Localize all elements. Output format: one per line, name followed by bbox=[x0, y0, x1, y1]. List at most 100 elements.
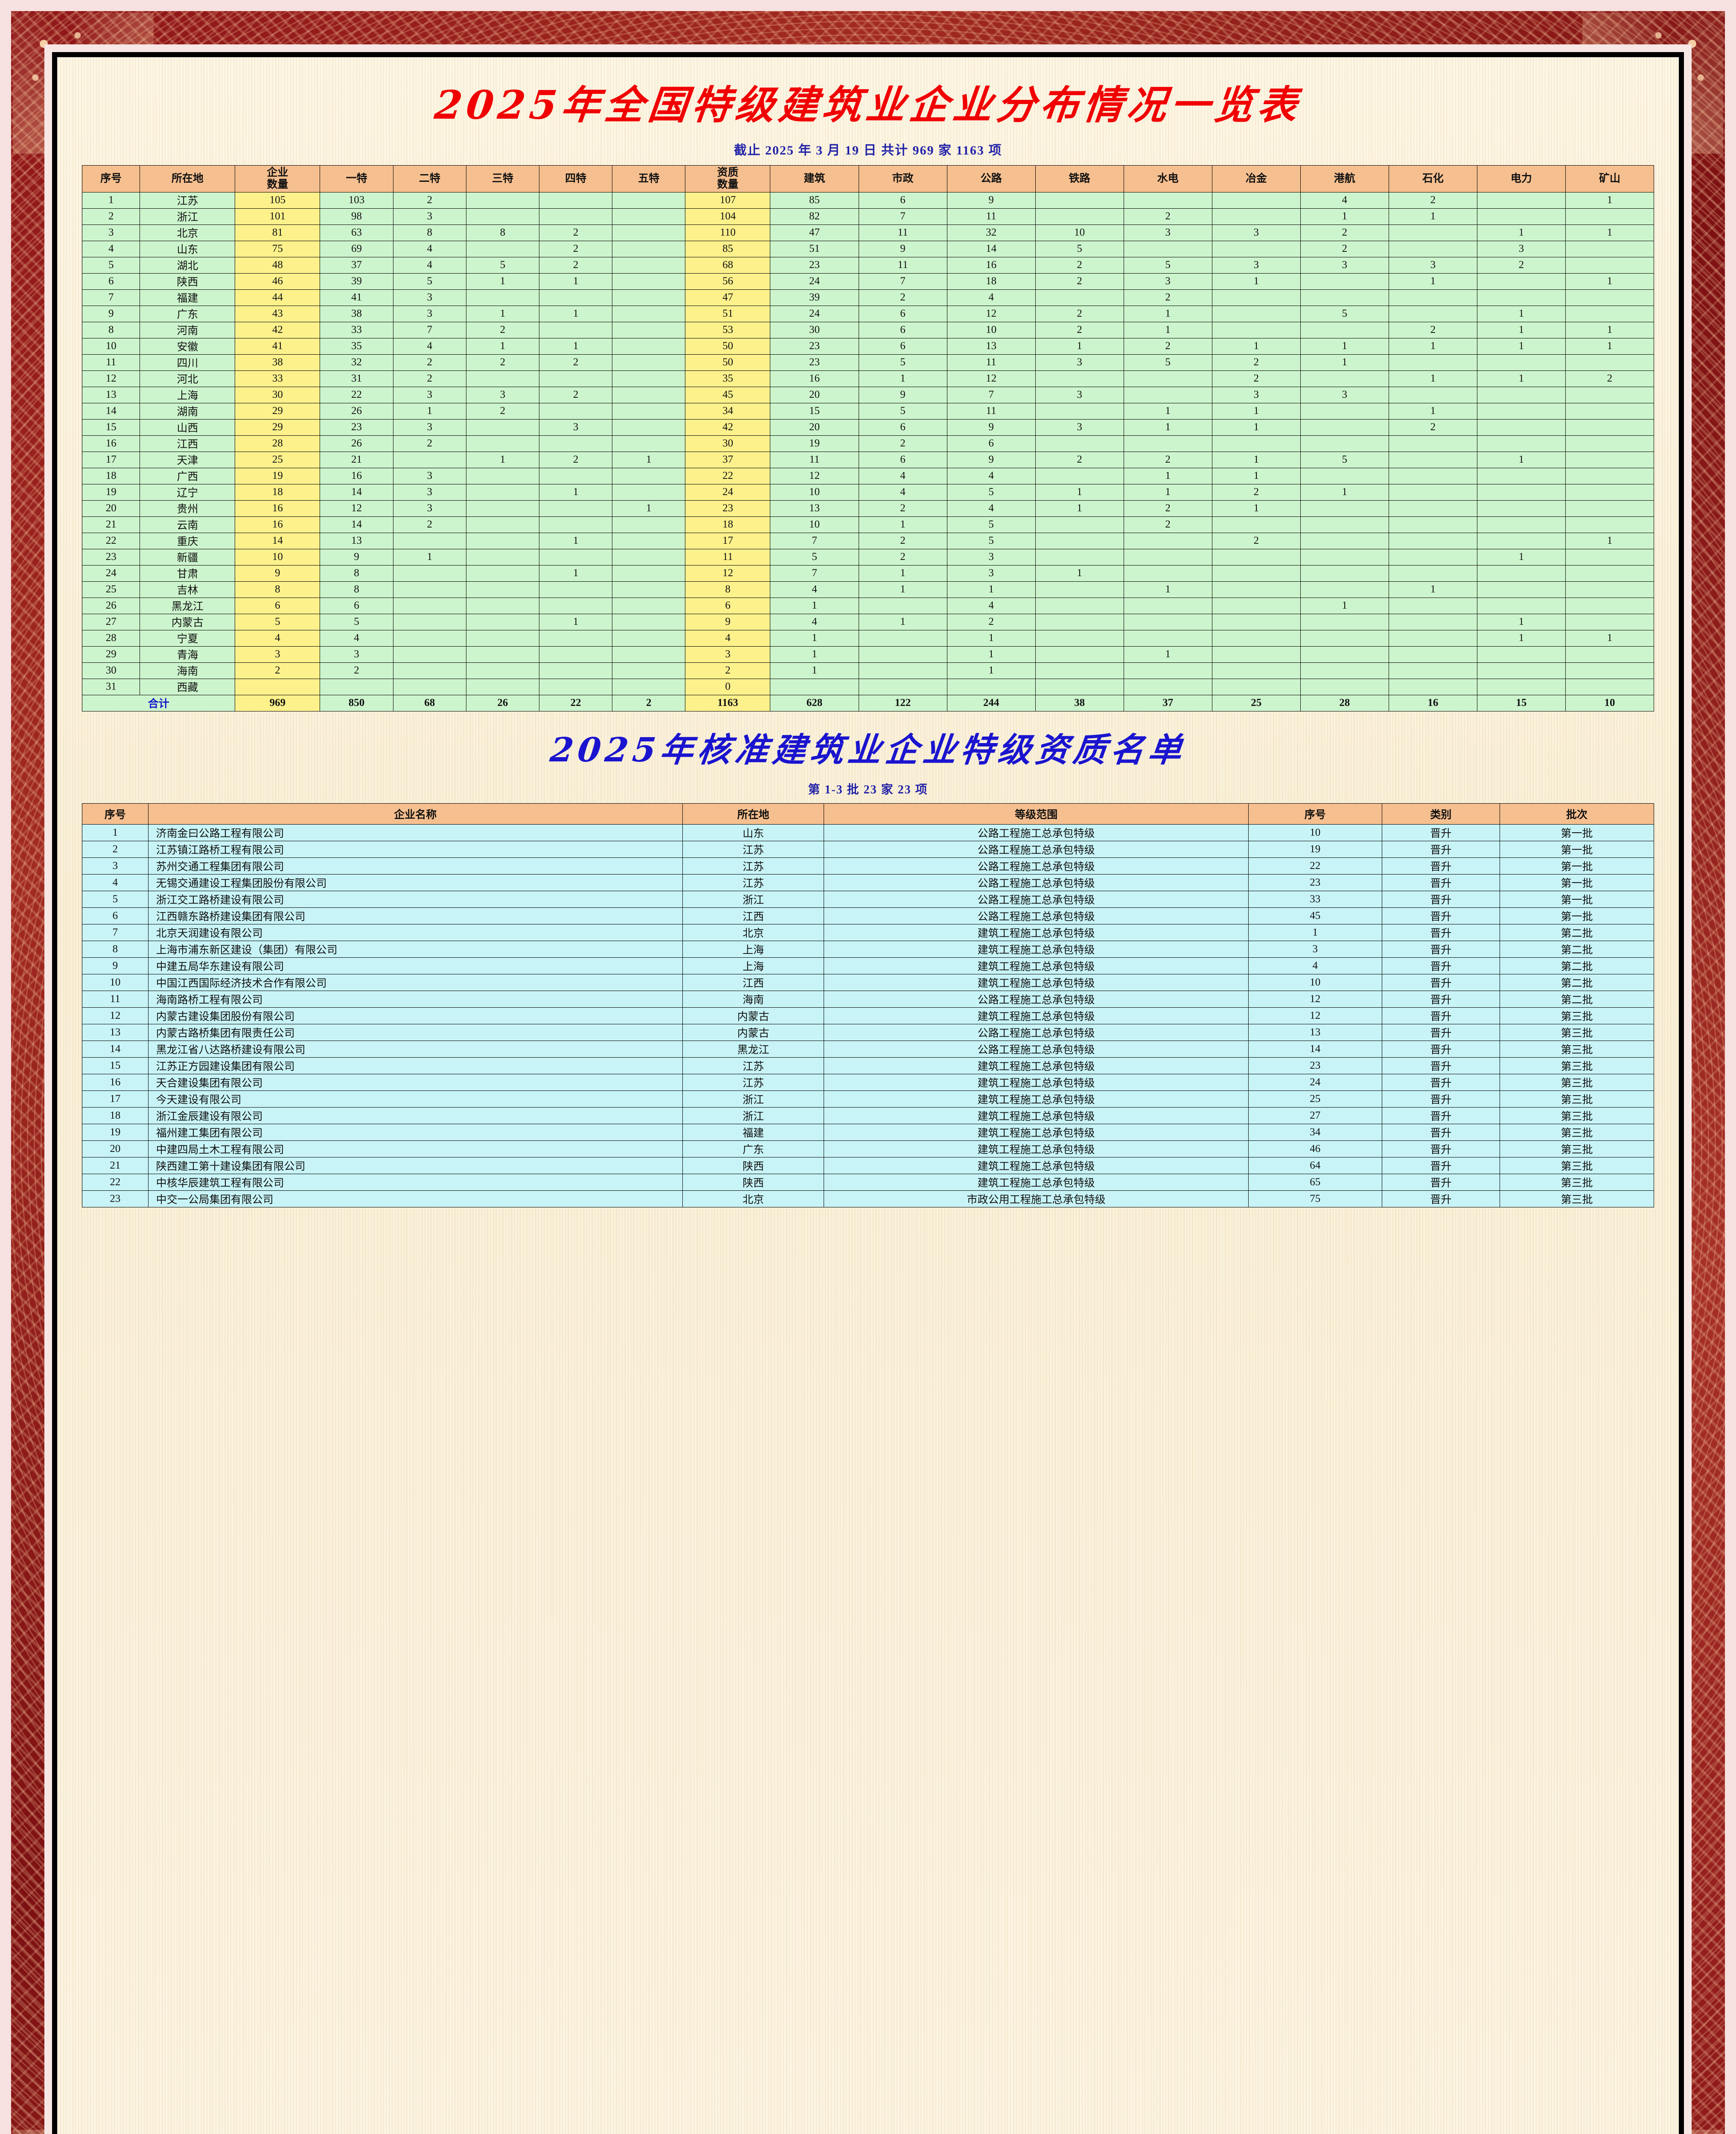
distribution-cell bbox=[1123, 613, 1212, 630]
distribution-col-header: 石化 bbox=[1388, 165, 1477, 192]
distribution-cell bbox=[612, 208, 686, 225]
distribution-cell: 16 bbox=[82, 435, 140, 452]
table-row: 13 内蒙古路桥集团有限责任公司 内蒙古 公路工程施工总承包特级 13 晋升 第三批 bbox=[82, 1024, 1654, 1041]
distribution-cell: 1 bbox=[539, 613, 613, 630]
distribution-cell bbox=[612, 581, 686, 598]
distribution-total-cell: 628 bbox=[770, 694, 859, 711]
distribution-cell: 25 bbox=[82, 581, 140, 598]
approved-cell: 14 bbox=[1248, 1041, 1382, 1058]
distribution-cell: 37 bbox=[685, 451, 771, 468]
approved-cell: 浙江 bbox=[682, 1107, 824, 1125]
table-row: 15 山西 29 23 3 3 42 20 6 9 3 1 1 2 bbox=[82, 419, 1654, 436]
distribution-cell: 6 bbox=[858, 338, 947, 355]
distribution-cell: 1 bbox=[1212, 419, 1301, 436]
distribution-cell bbox=[1565, 646, 1654, 663]
distribution-cell: 1 bbox=[393, 402, 466, 420]
table-row: 20 中建四局土木工程有限公司 广东 建筑工程施工总承包特级 46 晋升 第三批 bbox=[82, 1140, 1654, 1158]
distribution-cell: 41 bbox=[320, 289, 393, 306]
distribution-cell: 2 bbox=[1035, 257, 1124, 274]
distribution-cell bbox=[1300, 678, 1389, 695]
distribution-cell: 2 bbox=[539, 354, 613, 371]
distribution-cell: 11 bbox=[947, 354, 1036, 371]
distribution-cell: 9 bbox=[947, 192, 1036, 209]
approved-cell: 第一批 bbox=[1500, 891, 1654, 908]
distribution-cell bbox=[1035, 613, 1124, 630]
distribution-cell bbox=[1035, 435, 1124, 452]
distribution-cell bbox=[393, 581, 466, 598]
distribution-cell: 6 bbox=[858, 419, 947, 436]
distribution-cell: 2 bbox=[947, 613, 1036, 630]
distribution-cell: 1 bbox=[1477, 305, 1566, 322]
distribution-cell: 山西 bbox=[140, 419, 236, 436]
distribution-cell bbox=[1565, 435, 1654, 452]
distribution-cell bbox=[1035, 548, 1124, 566]
approved-cell: 晋升 bbox=[1381, 1024, 1500, 1041]
distribution-cell bbox=[612, 289, 686, 306]
distribution-cell bbox=[612, 678, 686, 695]
distribution-cell: 5 bbox=[947, 532, 1036, 549]
company-name-cell: 天合建设集团有限公司 bbox=[148, 1074, 683, 1091]
distribution-col-header: 一特 bbox=[320, 165, 393, 192]
approved-cell: 12 bbox=[1248, 1007, 1382, 1025]
distribution-cell: 2 bbox=[1123, 289, 1212, 306]
approved-cell: 公路工程施工总承包特级 bbox=[824, 1024, 1249, 1041]
distribution-cell bbox=[1212, 289, 1301, 306]
distribution-cell: 10 bbox=[947, 321, 1036, 338]
distribution-cell bbox=[1477, 597, 1566, 614]
distribution-cell: 8 bbox=[320, 565, 393, 582]
distribution-cell: 19 bbox=[770, 435, 859, 452]
distribution-cell: 33 bbox=[235, 370, 320, 387]
distribution-cell bbox=[1123, 548, 1212, 566]
distribution-cell bbox=[1565, 565, 1654, 582]
distribution-cell: 5 bbox=[320, 613, 393, 630]
distribution-cell bbox=[1477, 678, 1566, 695]
distribution-cell: 10 bbox=[1035, 224, 1124, 241]
distribution-cell bbox=[1388, 224, 1477, 241]
distribution-cell bbox=[612, 321, 686, 338]
distribution-cell: 黑龙江 bbox=[140, 597, 236, 614]
distribution-cell: 1 bbox=[612, 500, 686, 517]
approved-cell: 第一批 bbox=[1500, 907, 1654, 925]
approved-cell: 晋升 bbox=[1381, 824, 1500, 842]
approved-cell: 浙江 bbox=[682, 1090, 824, 1108]
distribution-cell: 贵州 bbox=[140, 500, 236, 517]
distribution-cell: 38 bbox=[320, 305, 393, 322]
distribution-cell: 25 bbox=[235, 451, 320, 468]
approved-cell: 晋升 bbox=[1381, 957, 1500, 975]
approved-cell: 20 bbox=[82, 1140, 149, 1158]
distribution-cell: 4 bbox=[770, 613, 859, 630]
distribution-cell bbox=[539, 581, 613, 598]
distribution-cell bbox=[1212, 548, 1301, 566]
distribution-cell: 51 bbox=[685, 305, 771, 322]
distribution-cell bbox=[539, 548, 613, 566]
distribution-cell: 海南 bbox=[140, 662, 236, 679]
distribution-cell: 1 bbox=[1212, 273, 1301, 290]
distribution-cell: 3 bbox=[1035, 386, 1124, 403]
distribution-col-header: 四特 bbox=[539, 165, 613, 192]
distribution-cell bbox=[466, 548, 540, 566]
distribution-cell bbox=[1388, 289, 1477, 306]
distribution-cell: 10 bbox=[770, 484, 859, 501]
approved-cell: 3 bbox=[1248, 941, 1382, 958]
distribution-cell bbox=[858, 630, 947, 647]
distribution-cell bbox=[1035, 192, 1124, 209]
approved-cell: 第二批 bbox=[1500, 941, 1654, 958]
distribution-cell: 北京 bbox=[140, 224, 236, 241]
distribution-cell: 24 bbox=[685, 484, 771, 501]
company-name-cell: 今天建设有限公司 bbox=[148, 1090, 683, 1108]
distribution-cell: 1 bbox=[1300, 354, 1389, 371]
distribution-cell: 35 bbox=[685, 370, 771, 387]
approved-cell: 15 bbox=[82, 1057, 149, 1075]
distribution-table-wrap: 序号 所在地 企业 数量 一特 二特 三特 四特 五特 资质 数量 建筑 市政 公路 铁路 水电 冶金 港航 石化电… bbox=[78, 165, 1658, 711]
distribution-cell bbox=[1477, 662, 1566, 679]
distribution-cell: 1 bbox=[947, 581, 1036, 598]
distribution-cell: 11 bbox=[947, 402, 1036, 420]
distribution-cell: 31 bbox=[320, 370, 393, 387]
approved-cell: 第三批 bbox=[1500, 1157, 1654, 1175]
approved-cell: 75 bbox=[1248, 1190, 1382, 1208]
distribution-cell: 20 bbox=[770, 419, 859, 436]
distribution-cell: 1 bbox=[1123, 305, 1212, 322]
distribution-cell: 47 bbox=[685, 289, 771, 306]
distribution-cell: 30 bbox=[235, 386, 320, 403]
